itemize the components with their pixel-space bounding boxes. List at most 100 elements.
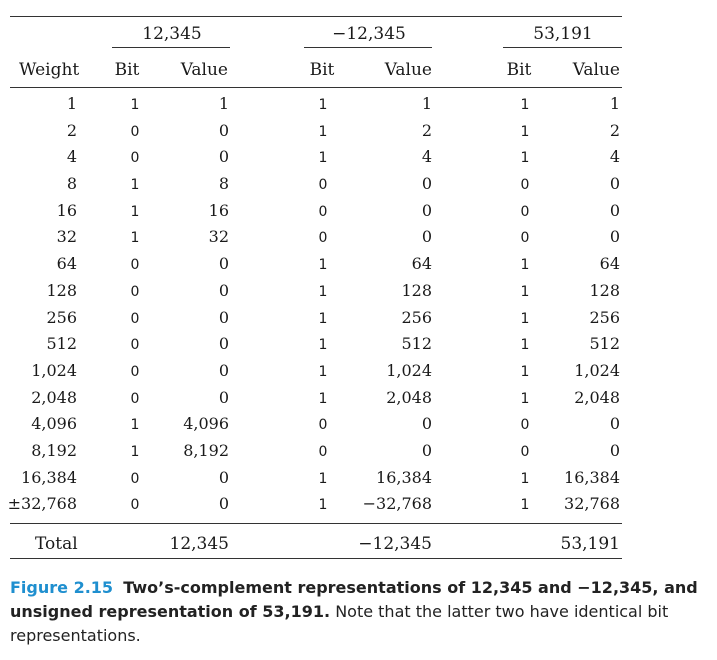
bit-cell: 0	[130, 391, 140, 407]
bit-cell: 0	[130, 497, 140, 513]
total-label: Total	[35, 534, 78, 554]
col-header-bit-3: Bit	[506, 60, 532, 80]
weight-cell: 1	[66, 94, 77, 113]
table-row: 1,024 0 0 1 1,024 1 1,024	[0, 360, 717, 387]
col-header-bit-2: Bit	[309, 60, 335, 80]
bottom-rule	[10, 558, 622, 559]
value-cell: 0	[218, 494, 229, 513]
table-row: 512 0 0 1 512 1 512	[0, 333, 717, 360]
table-row: 1 1 1 1 1 1 1	[0, 93, 717, 120]
value-cell: 1	[609, 94, 620, 113]
table-row: 8,192 1 8,192 0 0 0 0	[0, 440, 717, 467]
value-cell: 2,048	[574, 388, 620, 407]
value-cell: 0	[218, 308, 229, 327]
weight-cell: 512	[46, 334, 77, 353]
value-cell: 256	[401, 308, 432, 327]
value-cell: 8,192	[183, 441, 229, 460]
bit-cell: 0	[130, 364, 140, 380]
bit-cell: 1	[520, 497, 530, 513]
bit-cell: 1	[318, 284, 328, 300]
value-cell: 0	[609, 174, 620, 193]
bit-cell: 1	[520, 311, 530, 327]
weight-cell: ±32,768	[7, 494, 77, 513]
figure-caption: Figure 2.15 Two’s-complement representat…	[10, 576, 705, 648]
bit-cell: 0	[318, 230, 328, 246]
bit-cell: 0	[318, 444, 328, 460]
bit-cell: 0	[520, 177, 530, 193]
bit-cell: 1	[520, 124, 530, 140]
weight-cell: 64	[56, 254, 77, 273]
table-row: 256 0 0 1 256 1 256	[0, 307, 717, 334]
table-row: 32 1 32 0 0 0 0	[0, 226, 717, 253]
bit-cell: 1	[318, 150, 328, 166]
bit-cell: 1	[318, 257, 328, 273]
table-row: 64 0 0 1 64 1 64	[0, 253, 717, 280]
value-cell: 0	[421, 227, 432, 246]
bit-cell: 1	[318, 311, 328, 327]
value-cell: 512	[401, 334, 432, 353]
total-value-2: −12,345	[358, 534, 432, 554]
bit-cell: 0	[318, 177, 328, 193]
value-cell: 32,768	[564, 494, 620, 513]
weight-cell: 16	[56, 201, 77, 220]
bit-cell: 1	[520, 150, 530, 166]
bit-cell: 1	[520, 364, 530, 380]
table-row: ±32,768 0 0 1 −32,768 1 32,768	[0, 493, 717, 520]
table-row: 2,048 0 0 1 2,048 1 2,048	[0, 387, 717, 414]
table-row: 4 0 0 1 4 1 4	[0, 146, 717, 173]
value-cell: 0	[421, 414, 432, 433]
bit-cell: 0	[520, 230, 530, 246]
bit-cell: 1	[130, 97, 140, 113]
weight-cell: 8	[66, 174, 77, 193]
value-cell: 0	[421, 201, 432, 220]
bit-cell: 1	[318, 497, 328, 513]
header-rule	[10, 87, 622, 88]
bit-cell: 1	[130, 417, 140, 433]
value-cell: 0	[218, 147, 229, 166]
table-row: 128 0 0 1 128 1 128	[0, 280, 717, 307]
value-cell: 512	[589, 334, 620, 353]
body-rule	[10, 523, 622, 524]
bit-cell: 1	[520, 257, 530, 273]
bit-cell: 1	[520, 97, 530, 113]
weight-cell: 2	[66, 121, 77, 140]
value-cell: 4	[421, 147, 432, 166]
value-cell: 0	[609, 227, 620, 246]
bit-cell: 0	[520, 204, 530, 220]
bit-cell: 1	[520, 337, 530, 353]
bit-cell: 0	[130, 284, 140, 300]
value-cell: 0	[218, 388, 229, 407]
bit-cell: 1	[130, 177, 140, 193]
value-cell: −32,768	[362, 494, 432, 513]
col-header-weight: Weight	[19, 60, 80, 80]
weight-cell: 16,384	[21, 468, 77, 487]
value-cell: 0	[218, 281, 229, 300]
col-header-value-1: Value	[180, 60, 228, 80]
group-underline-2	[304, 47, 432, 48]
weight-cell: 2,048	[31, 388, 77, 407]
figure-title: Two’s-complement representations of 12,3…	[10, 578, 698, 621]
bit-cell: 1	[318, 337, 328, 353]
bit-cell: 0	[130, 124, 140, 140]
value-cell: 1	[421, 94, 432, 113]
value-cell: 1,024	[386, 361, 432, 380]
group-underline-3	[503, 47, 622, 48]
weight-cell: 256	[46, 308, 77, 327]
value-cell: 128	[401, 281, 432, 300]
bit-cell: 1	[130, 230, 140, 246]
value-cell: 64	[599, 254, 620, 273]
bit-cell: 0	[130, 337, 140, 353]
table-row: 8 1 8 0 0 0 0	[0, 173, 717, 200]
value-cell: 0	[609, 201, 620, 220]
value-cell: 16,384	[376, 468, 432, 487]
bit-cell: 0	[520, 444, 530, 460]
bit-cell: 0	[130, 257, 140, 273]
value-cell: 2,048	[386, 388, 432, 407]
total-value-1: 12,345	[169, 534, 229, 554]
weight-cell: 32	[56, 227, 77, 246]
value-cell: 0	[218, 468, 229, 487]
bit-cell: 0	[130, 471, 140, 487]
value-cell: 32	[208, 227, 229, 246]
bit-cell: 1	[520, 471, 530, 487]
